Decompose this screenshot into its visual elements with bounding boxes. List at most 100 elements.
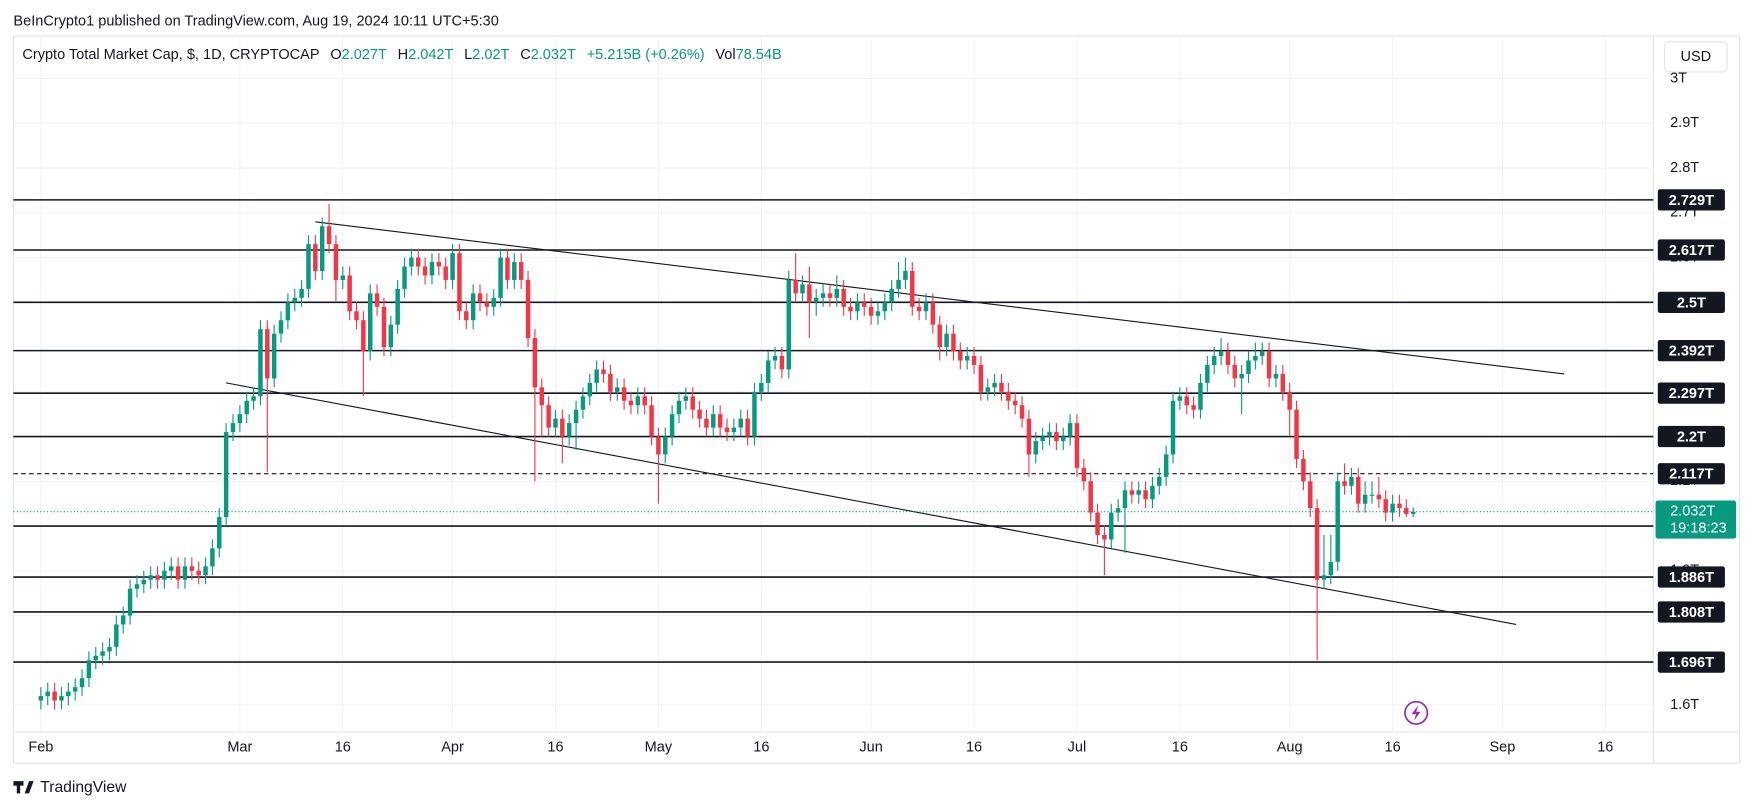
candle-body — [560, 418, 565, 437]
candle-body — [971, 356, 977, 365]
candle-body — [66, 691, 71, 697]
candle-body — [189, 566, 195, 571]
candle-body — [505, 257, 510, 280]
candle-body — [992, 382, 997, 388]
level-label-box — [1657, 566, 1725, 588]
candle-body — [512, 262, 517, 280]
candle-body — [1266, 351, 1272, 379]
candle-body — [614, 387, 620, 392]
candle-body — [436, 262, 442, 267]
candle-body — [635, 396, 641, 406]
level-label: 2.617T — [1669, 243, 1714, 259]
candle-body — [374, 293, 380, 307]
candle-body — [807, 284, 812, 303]
candle-body — [395, 288, 400, 325]
legend-close-label: C — [520, 47, 530, 63]
level-label-box — [1657, 382, 1725, 404]
candle-body — [916, 306, 922, 312]
candle-body — [93, 655, 98, 661]
candle-body — [587, 382, 593, 397]
candle-body — [450, 253, 455, 280]
candle-body — [347, 275, 352, 312]
candle-body — [196, 570, 201, 576]
logo-mark — [13, 781, 34, 794]
candle-body — [477, 293, 483, 303]
legend-volume: 78.54B — [736, 47, 782, 63]
x-tick-label: Apr — [441, 739, 464, 755]
candle-body — [416, 257, 421, 267]
candle-body — [1328, 561, 1334, 576]
x-tick-label: 16 — [335, 739, 351, 755]
candle-body — [388, 324, 394, 348]
candle-body — [319, 226, 325, 272]
candle-body — [759, 382, 764, 392]
level-label: 1.696T — [1669, 655, 1714, 671]
candle-body — [553, 418, 558, 428]
candle-body — [1404, 508, 1409, 514]
candle-body — [580, 396, 586, 410]
x-tick-label: 16 — [1385, 739, 1401, 755]
candle-body — [601, 369, 606, 374]
candle-body — [539, 387, 544, 406]
candle-body — [1225, 351, 1231, 365]
candle-body — [326, 226, 332, 245]
level-label: 2.729T — [1669, 193, 1714, 209]
level-label-box — [1657, 651, 1725, 673]
candle-body — [1211, 356, 1217, 365]
candle-body — [1246, 360, 1251, 374]
legend-change: +5.215B (+0.26%) — [587, 47, 705, 63]
candle-body — [800, 284, 805, 294]
level-label: 2.297T — [1669, 386, 1714, 402]
levels — [13, 199, 1654, 663]
candle-body — [72, 687, 78, 692]
candle-body — [182, 566, 188, 580]
legend-close: 2.032T — [531, 47, 576, 63]
candle-body — [217, 517, 222, 549]
level-label-box — [1657, 189, 1725, 211]
currency-button-label[interactable]: USD — [1680, 49, 1711, 65]
candle-body — [1301, 458, 1306, 482]
level-label: 2.117T — [1669, 467, 1714, 483]
candle-body — [1136, 490, 1141, 495]
candle-body — [1143, 490, 1148, 500]
x-tick-label: 16 — [1172, 739, 1188, 755]
candle-body — [285, 302, 291, 321]
candle-body — [1390, 503, 1395, 513]
candle-body — [1205, 364, 1210, 383]
legend: Crypto Total Market Cap, $, 1D, CRYPTOCA… — [22, 47, 781, 63]
candle-body — [930, 302, 936, 325]
candle-body — [52, 691, 57, 701]
candle-body — [738, 418, 743, 428]
candle-body — [1308, 481, 1313, 509]
currency-button[interactable] — [1663, 41, 1728, 73]
candle-body — [862, 302, 867, 307]
candle-body — [402, 266, 407, 289]
candle-body — [690, 396, 695, 410]
level-label: 2.5T — [1677, 295, 1706, 311]
lightning-icon[interactable] — [1404, 700, 1429, 725]
candle-body — [271, 333, 277, 379]
lightning-bolt[interactable] — [1411, 705, 1421, 721]
candle-body — [841, 288, 846, 307]
candle-body — [1150, 485, 1155, 500]
candle-body — [409, 257, 414, 267]
x-tick-label: Feb — [28, 739, 53, 755]
candle-body — [779, 356, 785, 370]
candle-body — [1397, 503, 1402, 509]
level-label-box — [1657, 463, 1725, 485]
candle-body — [203, 566, 208, 576]
candle-body — [855, 302, 860, 312]
candle-body — [594, 369, 599, 383]
level-label-box — [1657, 239, 1725, 261]
legend-low: 2.02T — [472, 47, 509, 63]
trend-line — [315, 221, 1565, 375]
legend-open: 2.027T — [342, 47, 387, 63]
candle-body — [114, 624, 119, 647]
candle-body — [951, 333, 956, 352]
candle-body — [1259, 351, 1265, 357]
candle-body — [1410, 511, 1416, 514]
candle-body — [1074, 423, 1080, 468]
x-tick-label: May — [645, 739, 673, 755]
last-price-label: 2.032T — [1670, 504, 1715, 520]
